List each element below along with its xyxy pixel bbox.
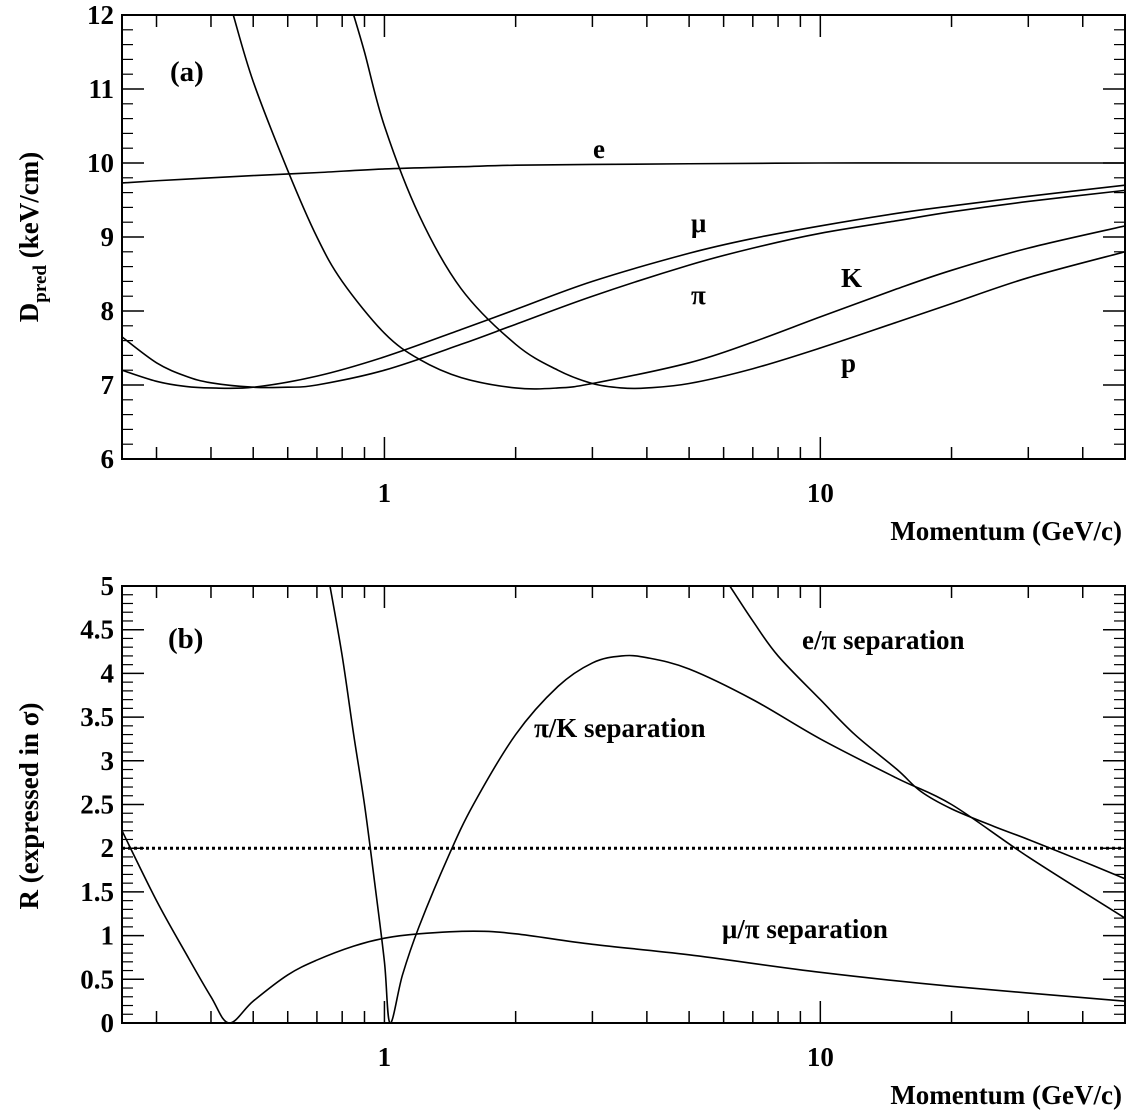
panel-a-y-tick-label: 9 bbox=[101, 222, 115, 252]
panel-b-y-tick-label: 1.5 bbox=[80, 877, 114, 907]
label-e-pi-separation: e/π separation bbox=[802, 625, 965, 655]
panel-b-y-tick-label: 1 bbox=[101, 921, 115, 951]
curve-series bbox=[122, 184, 1125, 390]
panel-b-ylabel: R (expressed in σ) bbox=[14, 703, 44, 910]
panel-b-x-tick-label: 10 bbox=[807, 1042, 834, 1072]
panel-a-y-tick-label: 10 bbox=[87, 148, 114, 178]
curve-e bbox=[122, 162, 1125, 184]
panel-a-tag: (a) bbox=[170, 56, 204, 88]
panel-b-y-tick-label: 4 bbox=[101, 658, 115, 688]
panel-b-y-tick-label: 3.5 bbox=[80, 702, 114, 732]
panel-a-frame bbox=[121, 14, 1126, 460]
panel-b-tag: (b) bbox=[168, 623, 203, 655]
curve-p bbox=[352, 15, 1125, 390]
panel-b-x-tick-label: 1 bbox=[378, 1042, 392, 1072]
label-mu-pi-separation: μ/π separation bbox=[722, 914, 888, 944]
ylabel-main: D bbox=[14, 303, 44, 323]
panel-a-y-tick-label: 6 bbox=[101, 444, 115, 474]
label-e: e bbox=[593, 134, 605, 164]
panel-a-ticks bbox=[122, 14, 1126, 460]
panel-b-frame bbox=[121, 585, 1126, 1024]
label-p: p bbox=[841, 348, 856, 378]
panel-a-y-tick-label: 7 bbox=[101, 370, 115, 400]
panel-a-tick-labels: 1 10 6 7 8 9 10 11 12 bbox=[87, 0, 834, 508]
panel-a-ylabel: Dpred (keV/cm) bbox=[14, 152, 51, 322]
label-k: K bbox=[841, 263, 862, 293]
panel-b-y-tick-label: 0.5 bbox=[80, 964, 114, 994]
curve-k bbox=[232, 15, 1125, 390]
panel-a-y-tick-label: 12 bbox=[87, 0, 114, 30]
panel-b-curves bbox=[122, 586, 1125, 1023]
panel-b-xlabel: Momentum (GeV/c) bbox=[890, 1080, 1122, 1110]
panel-b: 1 10 0 0.5 1 1.5 2 2.5 3 3.5 4 4.5 5 (b) e/π separat… bbox=[14, 571, 1126, 1110]
panel-b-y-tick-label: 3 bbox=[101, 746, 115, 776]
curve-eseparation bbox=[729, 586, 1125, 880]
panel-a-xlabel: Momentum (GeV/c) bbox=[890, 516, 1122, 546]
panel-b-ticks bbox=[122, 585, 1126, 1024]
ylabel-unit: (keV/cm) bbox=[14, 152, 44, 265]
curve-separation bbox=[122, 830, 1125, 1023]
curve-kseparation bbox=[329, 586, 1125, 1023]
panel-b-tick-labels: 1 10 0 0.5 1 1.5 2 2.5 3 3.5 4 4.5 5 bbox=[80, 571, 834, 1072]
panel-b-y-tick-label: 5 bbox=[101, 571, 115, 601]
panel-b-y-tick-label: 2.5 bbox=[80, 790, 114, 820]
panel-a-y-tick-label: 8 bbox=[101, 296, 115, 326]
panel-a-y-tick-label: 11 bbox=[88, 74, 114, 104]
panel-a-curves bbox=[122, 15, 1125, 390]
label-pi: π bbox=[691, 280, 706, 310]
panel-b-y-tick-label: 4.5 bbox=[80, 615, 114, 645]
label-mu: μ bbox=[691, 208, 706, 238]
panel-a-x-tick-label: 1 bbox=[378, 478, 392, 508]
panel-b-y-tick-label: 2 bbox=[101, 833, 115, 863]
ylabel-sub: pred bbox=[30, 265, 51, 303]
panel-a: 1 10 6 7 8 9 10 11 12 (a) e μ π K p Momentum (Ge… bbox=[14, 0, 1126, 546]
panel-a-x-tick-label: 10 bbox=[807, 478, 834, 508]
curve-series bbox=[122, 189, 1125, 389]
panel-b-y-tick-label: 0 bbox=[101, 1008, 115, 1038]
label-pi-k-separation: π/K separation bbox=[534, 713, 706, 743]
